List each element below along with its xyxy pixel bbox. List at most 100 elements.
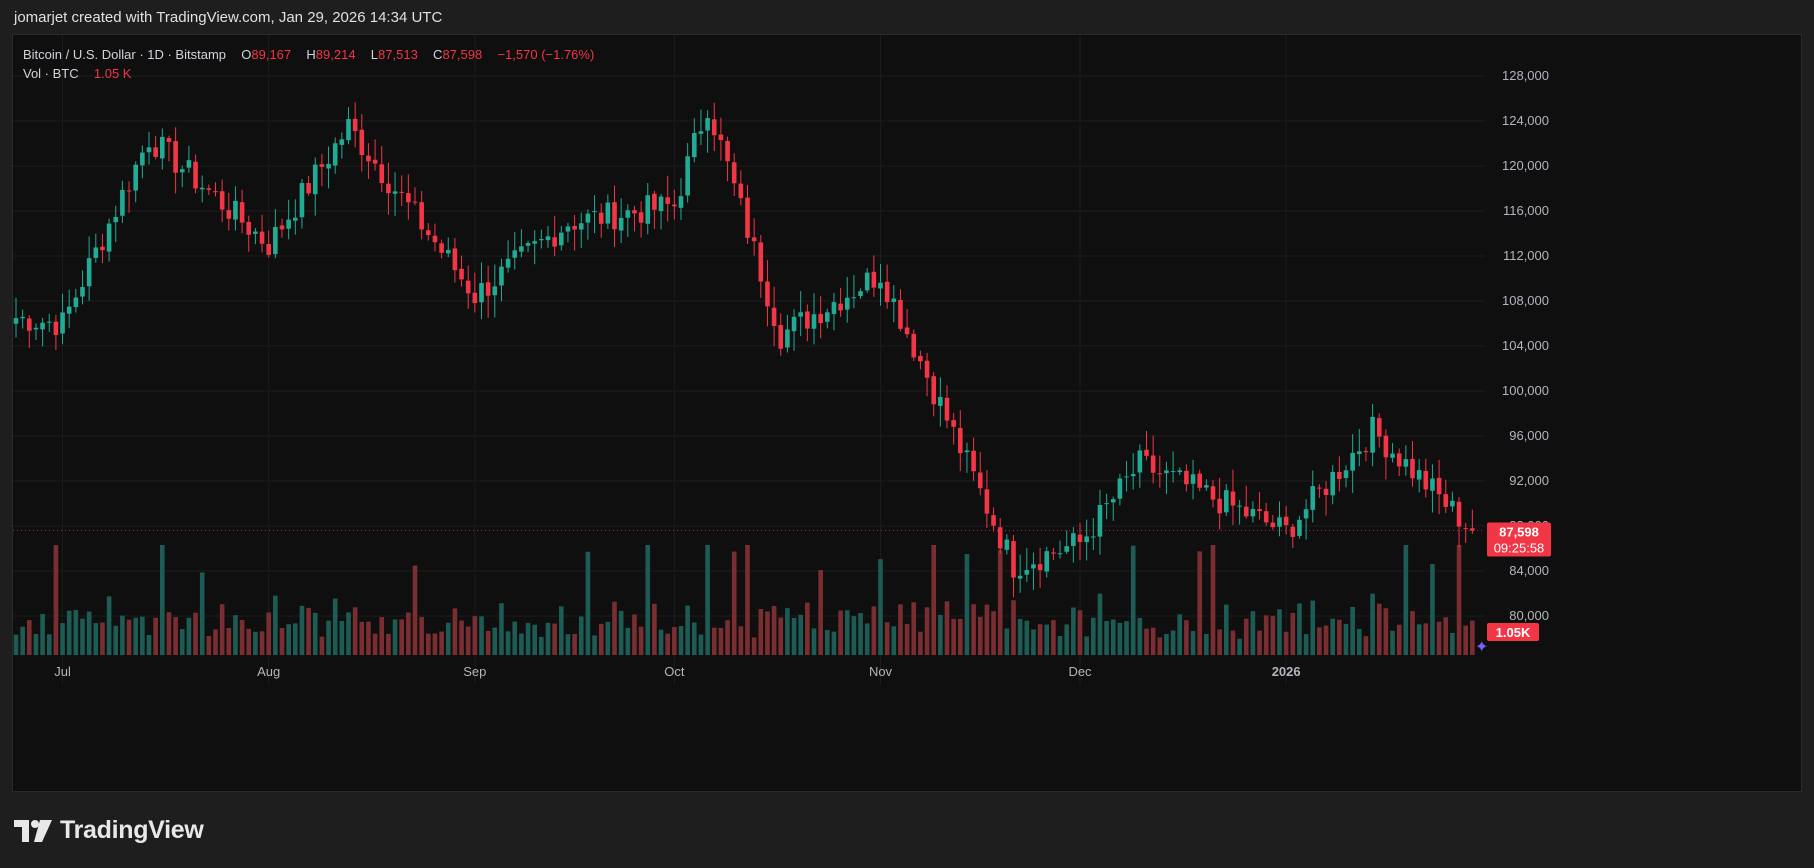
volume-bar [1024,620,1030,655]
candle-body [293,217,298,221]
time-tick-label: Dec [1068,664,1092,679]
candle-body [858,291,863,297]
volume-bar [1390,630,1395,655]
volume-bar [745,545,750,655]
candle-body [1303,509,1309,519]
candle-body [505,258,511,268]
sparkle-icon[interactable]: ✦ [1475,637,1488,656]
volume-bar [1217,629,1222,655]
volume-bar [439,631,444,655]
volume-bar [898,604,903,655]
candle-body [1004,539,1010,550]
chart-panel[interactable]: 80,00084,00088,00092,00096,000100,000104… [12,34,1802,792]
volume-bar [765,611,770,655]
candle-body [997,527,1003,549]
price-tick-label: 120,000 [1502,158,1549,173]
candle-body [785,329,790,348]
volume-bar [226,628,232,655]
brand-name: TradingView [60,816,204,844]
candle-body [193,161,198,189]
candle-body [632,210,637,214]
candle-body [612,202,617,230]
volume-bar [844,610,850,655]
price-chart[interactable]: 80,00084,00088,00092,00096,000100,000104… [13,35,1801,791]
volume-bar [153,617,158,655]
volume-bar [100,622,105,655]
candle-body [445,249,451,254]
candle-body [53,321,59,336]
candle-body [1091,536,1096,538]
volume-bar [160,545,165,655]
candle-body [692,133,697,158]
price-tick-label: 80,000 [1509,608,1549,623]
volume-bar [319,636,325,655]
symbol-title[interactable]: Bitcoin / U.S. Dollar · 1D · Bitstamp [23,47,226,62]
candle-body [1230,491,1236,506]
volume-bar [911,602,917,655]
volume-label[interactable]: Vol · BTC [23,66,79,81]
time-tick-label: 2026 [1272,664,1301,679]
candle-body [711,119,717,136]
candle-body [1350,452,1355,471]
volume-bar [884,622,890,655]
candle-body [1456,501,1462,527]
volume-bar [186,617,192,655]
candle-body [825,312,830,322]
candle-body [459,268,464,280]
candle-body [479,283,484,303]
candle-body [1443,494,1449,507]
candle-body [106,223,112,252]
volume-bar [1124,621,1129,655]
volume-bar [499,603,504,655]
tradingview-logo[interactable]: TradingView [14,816,204,845]
high-value: 89,214 [315,47,356,62]
volume-bar [392,619,398,655]
candle-body [898,299,903,329]
volume-bar [864,623,870,655]
legend-ohlc-row: Bitcoin / U.S. Dollar · 1D · Bitstamp O8… [23,45,594,64]
candle-body [40,322,45,330]
candle-body [60,312,65,334]
volume-bar [977,616,983,655]
candle-body [1250,508,1256,517]
candle-body [665,197,670,204]
candle-body [977,472,983,489]
volume-bar [126,619,132,655]
candle-body [239,202,245,223]
candle-body [891,298,897,302]
volume-bar [539,636,544,655]
volume-bar [678,626,684,655]
volume-bar [1057,635,1063,655]
candle-body [33,327,39,330]
volume-bar [778,617,784,655]
volume-bar [406,612,411,655]
candle-body [731,162,737,184]
volume-bar [1144,628,1149,655]
candle-body [838,303,843,311]
candle-body [113,217,119,223]
volume-label-value: 1.05K [1496,625,1531,640]
candle-body [1390,453,1395,458]
candle-body [1396,453,1402,467]
candle-body [545,236,551,241]
time-tick-label: Aug [257,664,280,679]
volume-bar [1443,617,1449,655]
volume-bar [279,628,285,655]
volume-bar [1436,621,1442,655]
volume-bar [286,624,291,655]
price-tick-label: 128,000 [1502,68,1549,83]
candle-body [765,281,770,307]
open-value: 89,167 [251,47,292,62]
volume-bar [166,612,172,655]
volume-bar [492,627,498,655]
legend-volume-row: Vol · BTC 1.05 K [23,64,594,83]
candle-body [173,141,178,173]
candle-body [698,131,704,134]
volume-bar [233,615,238,655]
volume-bar [532,624,537,655]
volume-bar [618,610,624,655]
volume-bar [771,606,777,655]
candle-body [120,189,125,216]
volume-bar [1317,627,1322,655]
price-tick-label: 104,000 [1502,338,1549,353]
